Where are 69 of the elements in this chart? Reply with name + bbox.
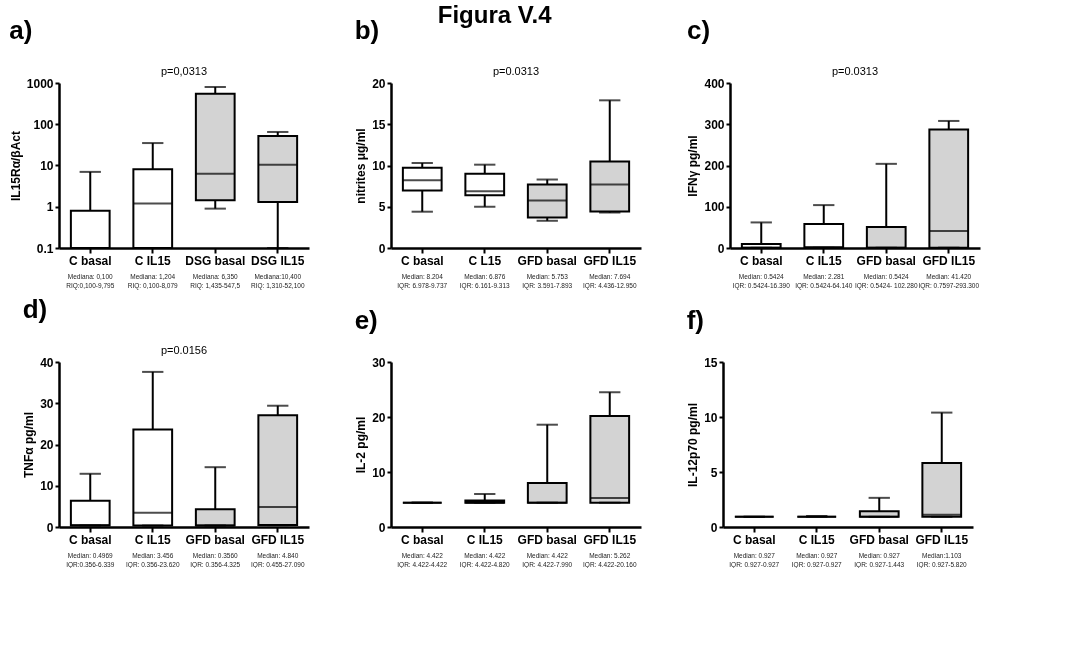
- x-tick-label: GFD IL15: [915, 532, 969, 547]
- x-tick-label: GFD basal: [517, 253, 577, 268]
- y-tick-label: 10: [704, 410, 718, 425]
- y-tick-label: 20: [372, 76, 386, 91]
- y-axis-title: IFNγ pg/ml: [686, 135, 701, 197]
- x-tick-label: GFD basal: [185, 532, 245, 547]
- y-tick-label: 15: [372, 117, 386, 132]
- y-tick-label: 100: [33, 117, 54, 132]
- x-tick-label: C IL15: [134, 253, 172, 268]
- y-tick-label: 5: [710, 465, 718, 480]
- x-tick-label: C L15: [468, 253, 502, 268]
- y-tick-label: 100: [704, 200, 725, 215]
- x-tick-label: GFD basal: [517, 532, 577, 547]
- x-tick-label: C IL15: [466, 532, 504, 547]
- y-tick-label: 0.1: [36, 241, 54, 256]
- y-tick-label: 10: [372, 465, 386, 480]
- x-tick-label: GFD basal: [856, 253, 916, 268]
- y-tick-label: 30: [372, 355, 386, 370]
- x-tick-label: C IL15: [134, 532, 172, 547]
- y-axis-title: IL-2 pg/ml: [354, 416, 369, 474]
- text: p=0.0313: [831, 65, 879, 77]
- y-tick-label: 400: [704, 76, 725, 91]
- chart-title: Figura V.4: [437, 1, 553, 28]
- x-tick-label: C basal: [68, 532, 112, 547]
- y-tick-label: 10: [40, 159, 54, 173]
- y-tick-label: 200: [704, 159, 725, 173]
- x-tick-label: GFD IL15: [922, 253, 976, 268]
- y-tick-label: 0: [46, 520, 54, 535]
- y-tick-label: 10: [40, 479, 54, 494]
- x-tick-label: GFD basal: [849, 532, 909, 547]
- chart-title: e): [354, 305, 378, 335]
- y-tick-label: 0: [710, 520, 718, 535]
- x-tick-label: C basal: [400, 253, 444, 268]
- y-axis-title: TNFα pg/ml: [22, 411, 37, 479]
- y-tick-label: 0: [717, 241, 725, 256]
- y-axis-title: IL-12p70 pg/ml: [686, 402, 701, 488]
- text: p=0.0313: [492, 65, 540, 77]
- y-tick-label: 10: [372, 159, 386, 173]
- y-tick-label: 20: [372, 410, 386, 425]
- x-tick-label: C IL15: [798, 532, 836, 547]
- x-tick-label: C IL15: [805, 253, 843, 268]
- x-tick-label: DSG IL15: [251, 253, 305, 268]
- y-axis-title: nitrites μg/ml: [354, 128, 369, 204]
- chart-title: c): [686, 15, 711, 45]
- y-tick-label: 40: [40, 355, 54, 370]
- x-tick-label: C basal: [739, 253, 783, 268]
- y-tick-label: 30: [40, 396, 54, 411]
- chart-title: d): [22, 294, 48, 324]
- chart-title: f): [686, 305, 704, 335]
- text: p=0,0313: [160, 65, 208, 77]
- x-tick-label: C basal: [732, 532, 776, 547]
- x-tick-label: C basal: [400, 532, 444, 547]
- y-tick-label: 0: [378, 520, 386, 535]
- x-tick-label: DSG basal: [185, 253, 246, 268]
- chart-title: a): [9, 15, 33, 45]
- text: p=0.0156: [160, 344, 208, 356]
- y-tick-label: 5: [378, 200, 386, 215]
- y-tick-label: 1000: [26, 76, 54, 91]
- y-tick-label: 1: [46, 200, 54, 215]
- x-tick-label: C basal: [68, 253, 112, 268]
- x-tick-label: GFD IL15: [251, 532, 305, 547]
- y-tick-label: 0: [378, 241, 386, 256]
- y-axis-title: IL15Rα/βAct: [8, 130, 23, 202]
- chart-subtitle: b): [354, 15, 380, 45]
- x-tick-label: GFD IL15: [583, 253, 637, 268]
- y-tick-label: 300: [704, 117, 725, 132]
- y-tick-label: 15: [704, 355, 718, 370]
- x-tick-label: GFD IL15: [583, 532, 637, 547]
- y-tick-label: 20: [40, 438, 54, 452]
